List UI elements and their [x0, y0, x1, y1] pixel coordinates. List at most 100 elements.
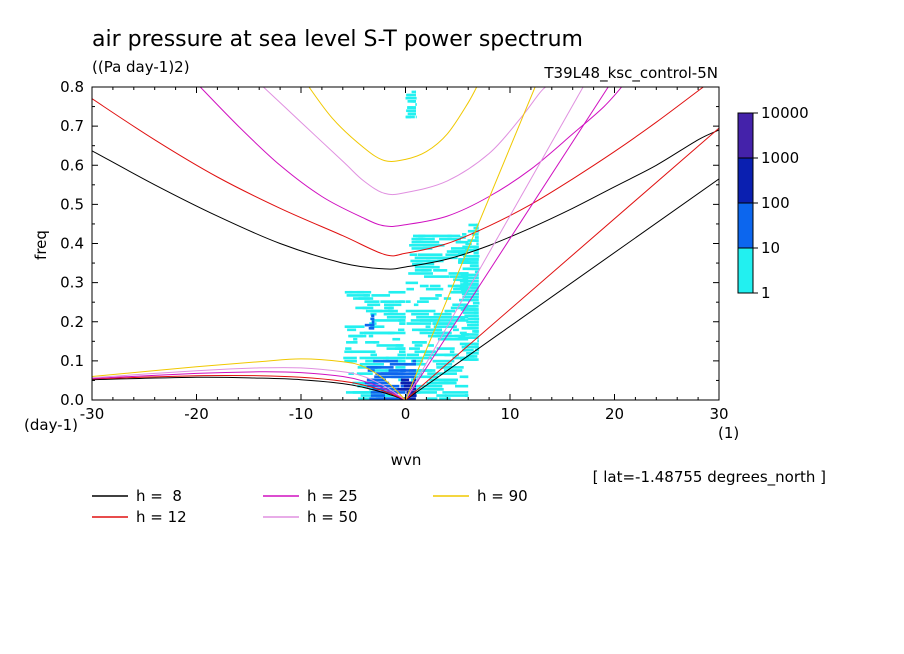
spectrum-cell [419, 331, 445, 335]
spectrum-cell [401, 381, 416, 385]
spectrum-cell [370, 353, 377, 357]
spectrum-cell [459, 331, 467, 335]
spectrum-cell [347, 328, 357, 332]
spectrum-cell [344, 359, 357, 363]
spectrum-cell [459, 375, 469, 379]
x-tick-label: 20 [605, 405, 624, 423]
spectrum-cell [444, 369, 463, 372]
spectrum-cell [476, 223, 479, 227]
spectrum-cell [373, 378, 386, 382]
spectrum-cell [400, 369, 416, 372]
spectrum-cell [459, 298, 479, 302]
spectrum-cell [427, 397, 438, 400]
y-tick-label: 0.7 [60, 117, 84, 135]
spectrum-cell [405, 115, 411, 119]
spectrum-cell [465, 358, 477, 361]
spectrum-cell [407, 100, 414, 103]
spectrum-cell [373, 341, 380, 344]
spectrum-cell [436, 347, 455, 350]
colorbar-label: 10000 [761, 104, 809, 122]
y-tick-label: 0.5 [60, 195, 84, 213]
spectrum-cell [463, 308, 479, 311]
spectrum-cell [413, 391, 437, 394]
spectrum-cell [409, 347, 420, 350]
spectrum-cell [356, 290, 372, 294]
spectrum-cell [397, 353, 406, 357]
spectrum-cell [477, 320, 479, 324]
spectrum-cell [418, 234, 439, 238]
spectrum-cell [477, 339, 479, 343]
spectrum-cell [389, 362, 408, 366]
spectrum-cell [406, 353, 419, 357]
spectrum-cell [465, 248, 479, 252]
spectrum-cell [459, 279, 479, 283]
spectrum-cell [429, 378, 458, 382]
spectrum-cell [388, 309, 394, 313]
spectrum-cell [462, 348, 471, 352]
spectrum-cell [474, 236, 479, 239]
spectrum-cell [370, 369, 388, 372]
spectrum-cell [411, 341, 427, 344]
spectrum-cell [460, 289, 478, 293]
y-tick-label: 0.1 [60, 352, 84, 370]
spectrum-cell [437, 337, 466, 341]
x-unit-label: (1) [718, 424, 739, 442]
spectrum-cell [398, 300, 406, 303]
spectrum-cell [408, 397, 416, 400]
spectrum-cell [388, 290, 406, 294]
spectrum-cell [455, 284, 469, 288]
rossby-curve [92, 374, 406, 400]
spectrum-cell [463, 254, 479, 258]
spectrum-cell [403, 384, 409, 388]
spectrum-cell [411, 359, 424, 363]
spectrum-cell [478, 254, 480, 258]
spectrum-cell [467, 229, 479, 233]
spectrum-cell [405, 96, 416, 100]
spectrum-cell [455, 319, 469, 322]
x-axis-label: wvn [391, 451, 422, 469]
x-tick-label: 10 [500, 405, 519, 423]
spectrum-cell [474, 330, 479, 333]
spectrum-cell [413, 378, 416, 382]
spectrum-cell [444, 394, 469, 397]
spectrum-cell [384, 303, 395, 307]
x-tick-label: -30 [80, 405, 105, 423]
x-tick-label: -10 [289, 405, 314, 423]
spectrum-cell [471, 264, 479, 267]
spectrum-cell [460, 358, 468, 361]
spectrum-cell [389, 312, 406, 316]
legend-label: h = 50 [307, 508, 358, 526]
spectrum-cell [407, 384, 416, 388]
spectrum-cell [405, 281, 419, 285]
spectrum-cell [388, 369, 407, 372]
spectrum-cell [376, 344, 403, 347]
spectrum-cell [400, 378, 410, 382]
spectrum-cell [406, 109, 416, 113]
spectrum-cell [369, 326, 375, 330]
spectrum-cell [466, 276, 479, 280]
spectrum-cell [372, 314, 375, 318]
spectrum-cell [415, 394, 417, 397]
spectrum-cell [405, 300, 411, 303]
gravity-curve [92, 129, 719, 270]
y-tick-label: 0.4 [60, 235, 84, 253]
spectrum-cell [370, 391, 399, 394]
spectrum-cell [397, 387, 410, 391]
x-tick-label: -20 [184, 405, 209, 423]
spectrum-cell [411, 312, 429, 316]
spectrum-cell [432, 359, 455, 363]
spectrum-cell [458, 336, 472, 339]
spectrum-cell [398, 350, 406, 354]
spectrum-cell [445, 312, 452, 316]
spectrum-cell [349, 290, 365, 294]
spectrum-cell [349, 334, 367, 338]
spectrum-cell [415, 262, 423, 266]
spectrum-cell [374, 375, 403, 379]
spectrum-cell [471, 267, 478, 271]
spectrum-cell [369, 397, 394, 400]
spectrum-cell [372, 320, 375, 324]
spectrum-cell [370, 312, 377, 316]
spectrum-cell [370, 323, 375, 327]
spectrum-cell [474, 239, 479, 242]
spectrum-cell [415, 96, 417, 100]
